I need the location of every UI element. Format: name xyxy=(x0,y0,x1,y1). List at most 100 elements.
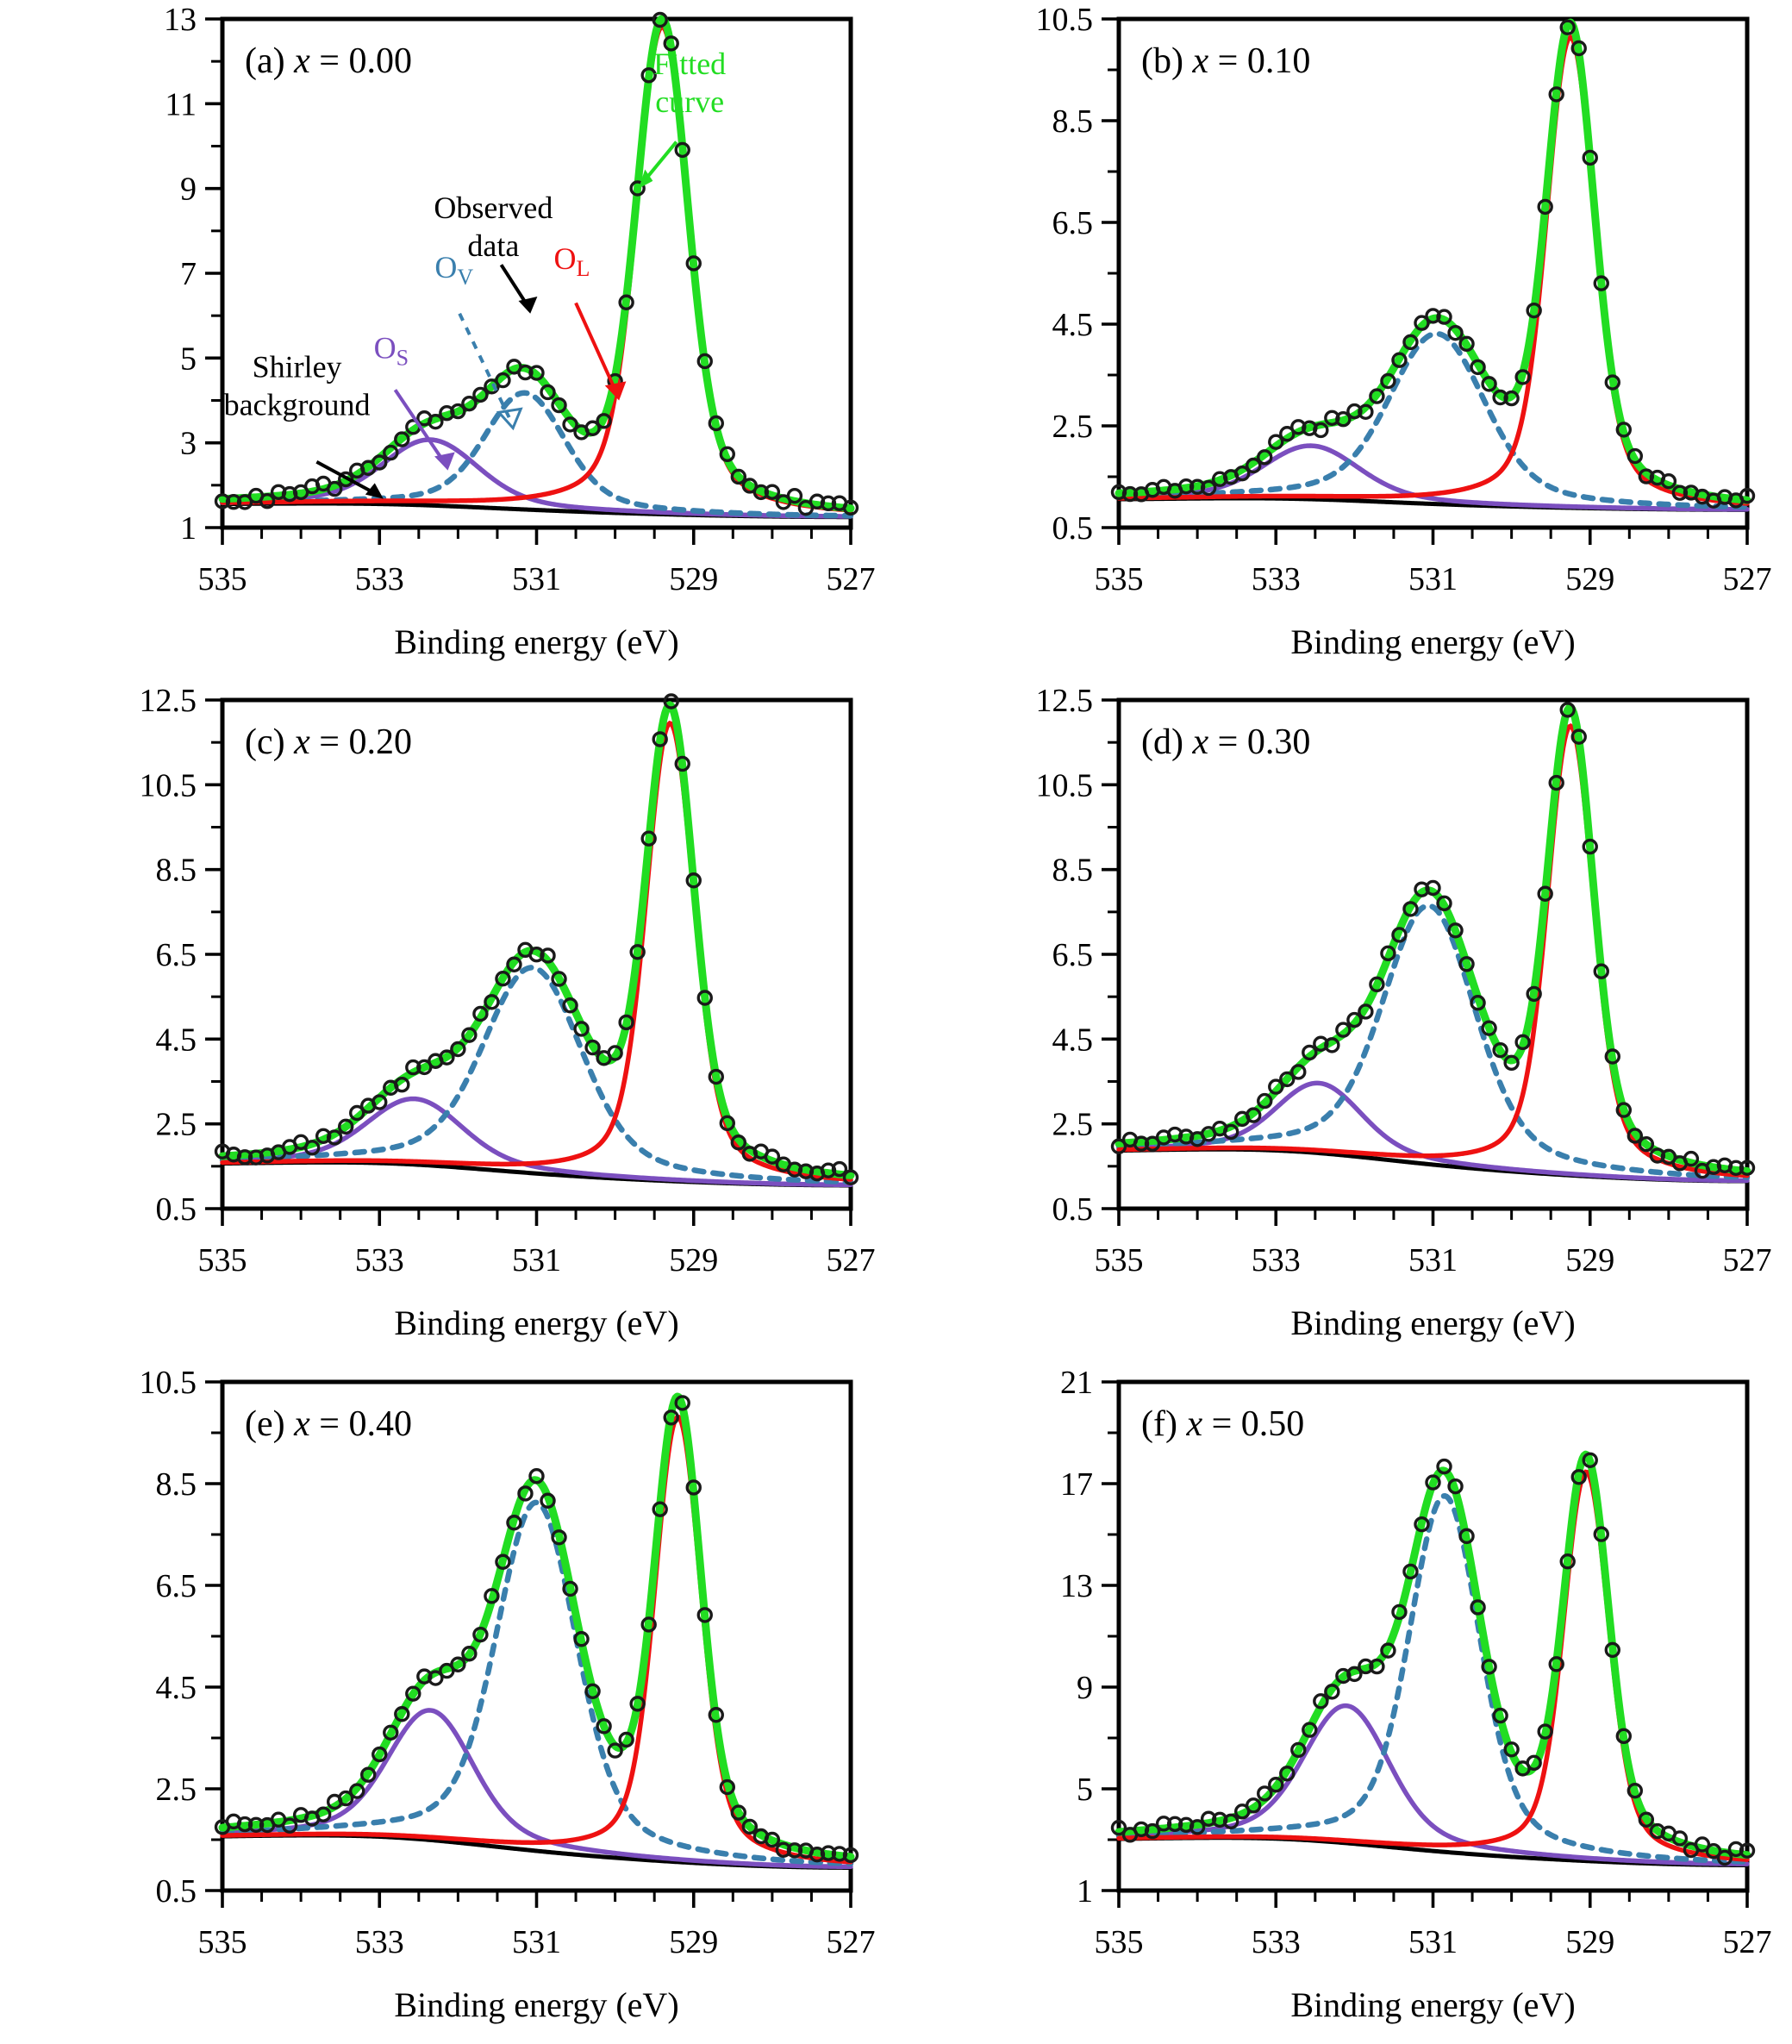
svg-text:10.5: 10.5 xyxy=(140,768,197,804)
svg-text:9: 9 xyxy=(180,172,197,208)
svg-text:Fitted: Fitted xyxy=(653,47,726,81)
svg-text:3: 3 xyxy=(180,426,197,462)
x-axis-ticks xyxy=(1116,1890,1749,1908)
y-axis-tick-labels: 0.5 2.5 4.5 6.5 8.5 10.5 12.5 xyxy=(1035,683,1093,1228)
svg-text:527: 527 xyxy=(1722,1242,1771,1278)
svg-text:531: 531 xyxy=(1408,1924,1458,1960)
component-ov-curve xyxy=(1115,1492,1750,1865)
panel-c: 535 533 531 529 527 0.5 2.5 4.5 6.5 8.5 10.5 12.5 (c… xyxy=(0,681,896,1363)
svg-text:8.5: 8.5 xyxy=(1052,103,1093,140)
svg-text:2.5: 2.5 xyxy=(1052,1107,1093,1143)
svg-text:531: 531 xyxy=(1408,561,1458,597)
component-ol-curve xyxy=(1115,1469,1750,1862)
svg-text:535: 535 xyxy=(198,1924,247,1960)
svg-text:data: data xyxy=(467,228,519,263)
svg-text:529: 529 xyxy=(669,1242,718,1278)
svg-text:OV: OV xyxy=(434,250,473,290)
svg-text:527: 527 xyxy=(1722,1924,1771,1960)
svg-text:0.5: 0.5 xyxy=(156,1191,197,1228)
x-axis-ticks xyxy=(1116,528,1749,545)
svg-text:529: 529 xyxy=(1565,561,1614,597)
svg-text:12.5: 12.5 xyxy=(1035,683,1093,719)
svg-text:533: 533 xyxy=(1251,561,1300,597)
svg-text:8.5: 8.5 xyxy=(1052,853,1093,889)
svg-text:13: 13 xyxy=(164,2,197,38)
svg-text:535: 535 xyxy=(198,561,247,597)
svg-text:0.5: 0.5 xyxy=(156,1873,197,1910)
observed-data-points xyxy=(1110,702,1755,1179)
svg-text:Observed: Observed xyxy=(434,191,553,225)
svg-text:10.5: 10.5 xyxy=(1035,2,1093,38)
x-axis-tick-labels: 535 533 531 529 527 xyxy=(1094,561,1771,597)
x-axis-tick-labels: 535 533 531 529 527 xyxy=(198,561,876,597)
y-axis-tick-labels: 0.5 2.5 4.5 6.5 8.5 10.5 12.5 xyxy=(140,683,197,1228)
observed-data-points xyxy=(214,11,859,516)
svg-text:9: 9 xyxy=(1077,1670,1093,1706)
observed-data-points xyxy=(1110,19,1755,509)
svg-text:5: 5 xyxy=(1077,1772,1093,1808)
svg-text:1: 1 xyxy=(180,510,197,547)
observed-data-points xyxy=(214,693,859,1186)
y-axis-tick-labels: 0.5 2.5 4.5 6.5 8.5 10.5 xyxy=(1035,2,1093,547)
panel-label-a: (a) x = 0.00 xyxy=(245,41,412,81)
panel-a: 535 533 531 529 527 1 3 5 7 9 11 13 (a) x = 0.00 Obse… xyxy=(0,0,896,681)
svg-text:8.5: 8.5 xyxy=(156,853,197,889)
x-axis-title: Binding energy (eV) xyxy=(394,1303,678,1342)
svg-text:527: 527 xyxy=(827,561,876,597)
svg-text:6.5: 6.5 xyxy=(1052,937,1093,973)
svg-text:13: 13 xyxy=(1060,1568,1093,1604)
observed-data-points xyxy=(1110,1452,1755,1866)
svg-text:0.5: 0.5 xyxy=(1052,1191,1093,1228)
svg-text:Shirley: Shirley xyxy=(253,349,342,384)
svg-text:533: 533 xyxy=(1251,1242,1300,1278)
component-os-curve xyxy=(220,437,853,519)
component-os-curve xyxy=(1115,1703,1750,1866)
svg-text:4.5: 4.5 xyxy=(1052,1022,1093,1059)
x-axis-tick-labels: 535 533 531 529 527 xyxy=(198,1924,876,1960)
svg-text:531: 531 xyxy=(512,1924,561,1960)
svg-text:527: 527 xyxy=(1722,561,1771,597)
svg-text:535: 535 xyxy=(198,1242,247,1278)
svg-text:531: 531 xyxy=(512,1242,561,1278)
component-ol-curve xyxy=(220,721,853,1183)
svg-text:7: 7 xyxy=(180,256,197,292)
x-axis-title: Binding energy (eV) xyxy=(394,1985,678,2024)
svg-text:17: 17 xyxy=(1060,1466,1093,1503)
svg-text:529: 529 xyxy=(669,561,718,597)
svg-text:2.5: 2.5 xyxy=(1052,409,1093,445)
svg-text:12.5: 12.5 xyxy=(140,683,197,719)
svg-text:background: background xyxy=(224,387,371,422)
component-ol-curve xyxy=(1115,34,1750,506)
svg-text:6.5: 6.5 xyxy=(156,1568,197,1604)
svg-text:529: 529 xyxy=(1565,1924,1614,1960)
svg-text:533: 533 xyxy=(1251,1924,1300,1960)
panel-label-c: (c) x = 0.20 xyxy=(245,722,412,762)
svg-text:535: 535 xyxy=(1094,561,1143,597)
svg-text:535: 535 xyxy=(1094,1242,1143,1278)
observed-data-points xyxy=(214,1394,859,1863)
panel-f: 535 533 531 529 527 1 5 9 13 17 21 (f) x = 0.50 Bind… xyxy=(896,1362,1792,2044)
component-os-curve xyxy=(220,1097,853,1188)
svg-text:curve: curve xyxy=(655,84,724,119)
x-axis-tick-labels: 535 533 531 529 527 xyxy=(198,1242,876,1278)
svg-text:529: 529 xyxy=(1565,1242,1614,1278)
component-ov-curve xyxy=(219,965,854,1185)
svg-text:4.5: 4.5 xyxy=(1052,307,1093,343)
x-axis-ticks xyxy=(221,528,852,545)
panel-label-b: (b) x = 0.10 xyxy=(1141,41,1310,81)
x-axis-title: Binding energy (eV) xyxy=(394,622,678,661)
svg-text:8.5: 8.5 xyxy=(156,1466,197,1503)
svg-text:4.5: 4.5 xyxy=(156,1670,197,1706)
x-axis-title: Binding energy (eV) xyxy=(1290,622,1575,661)
svg-text:0.5: 0.5 xyxy=(1052,510,1093,547)
svg-text:11: 11 xyxy=(165,86,197,122)
annotation-ov: OV xyxy=(434,250,523,431)
panel-b: 535 533 531 529 527 0.5 2.5 4.5 6.5 8.5 10.5 (b) x … xyxy=(896,0,1792,681)
svg-text:6.5: 6.5 xyxy=(1052,205,1093,241)
panel-label-d: (d) x = 0.30 xyxy=(1141,722,1310,762)
y-axis-ticks xyxy=(205,698,222,1211)
